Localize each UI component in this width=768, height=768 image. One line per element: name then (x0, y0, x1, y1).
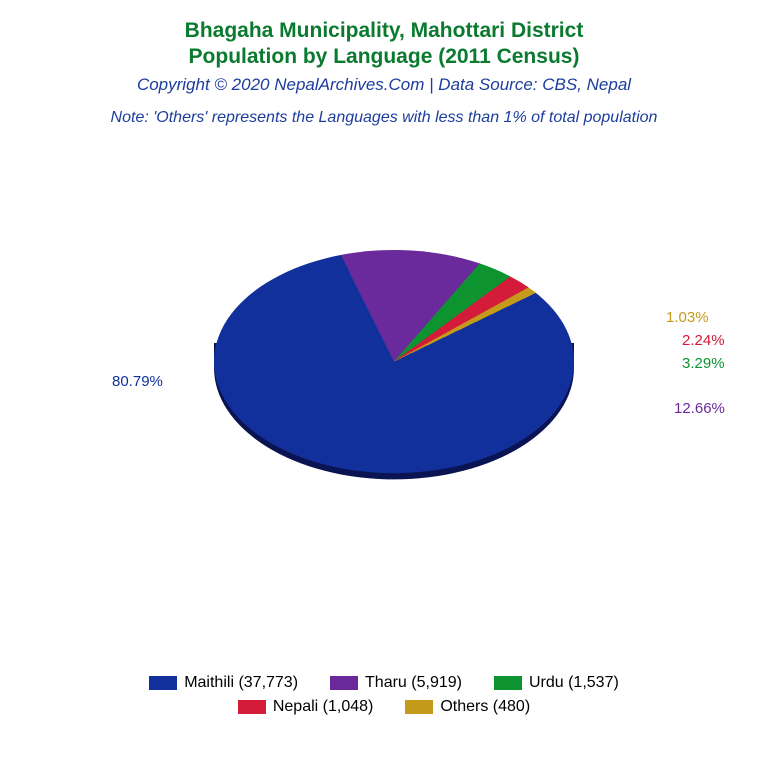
legend-label-4: Others (480) (440, 698, 530, 716)
legend-label-1: Tharu (5,919) (365, 674, 462, 692)
legend-item-3: Nepali (1,048) (238, 698, 374, 716)
title-line-1: Bhagaha Municipality, Mahottari District (0, 18, 768, 44)
legend-item-4: Others (480) (405, 698, 530, 716)
legend-item-1: Tharu (5,919) (330, 674, 462, 692)
legend-label-2: Urdu (1,537) (529, 674, 619, 692)
subtitle: Copyright © 2020 NepalArchives.Com | Dat… (0, 75, 768, 95)
swatch-4 (405, 700, 433, 714)
pct-label-2: 3.29% (682, 355, 725, 372)
legend-row-1: Nepali (1,048) Others (480) (238, 698, 530, 716)
legend-label-0: Maithili (37,773) (184, 674, 298, 692)
legend: Maithili (37,773) Tharu (5,919) Urdu (1,… (0, 674, 768, 716)
legend-row-0: Maithili (37,773) Tharu (5,919) Urdu (1,… (149, 674, 619, 692)
pie-wrap (214, 250, 574, 473)
pct-label-3: 2.24% (682, 332, 725, 349)
title-line-2: Population by Language (2011 Census) (0, 44, 768, 70)
pct-label-4: 1.03% (666, 309, 709, 326)
swatch-3 (238, 700, 266, 714)
title-block: Bhagaha Municipality, Mahottari District… (0, 0, 768, 127)
pct-label-1: 12.66% (674, 400, 725, 417)
pie-chart: 80.79% 12.66% 3.29% 2.24% 1.03% (84, 210, 684, 590)
swatch-1 (330, 676, 358, 690)
legend-label-3: Nepali (1,048) (273, 698, 374, 716)
swatch-2 (494, 676, 522, 690)
pct-label-0: 80.79% (112, 373, 163, 390)
swatch-0 (149, 676, 177, 690)
pie-top (214, 250, 574, 473)
note: Note: 'Others' represents the Languages … (0, 109, 768, 127)
legend-item-2: Urdu (1,537) (494, 674, 619, 692)
legend-item-0: Maithili (37,773) (149, 674, 298, 692)
